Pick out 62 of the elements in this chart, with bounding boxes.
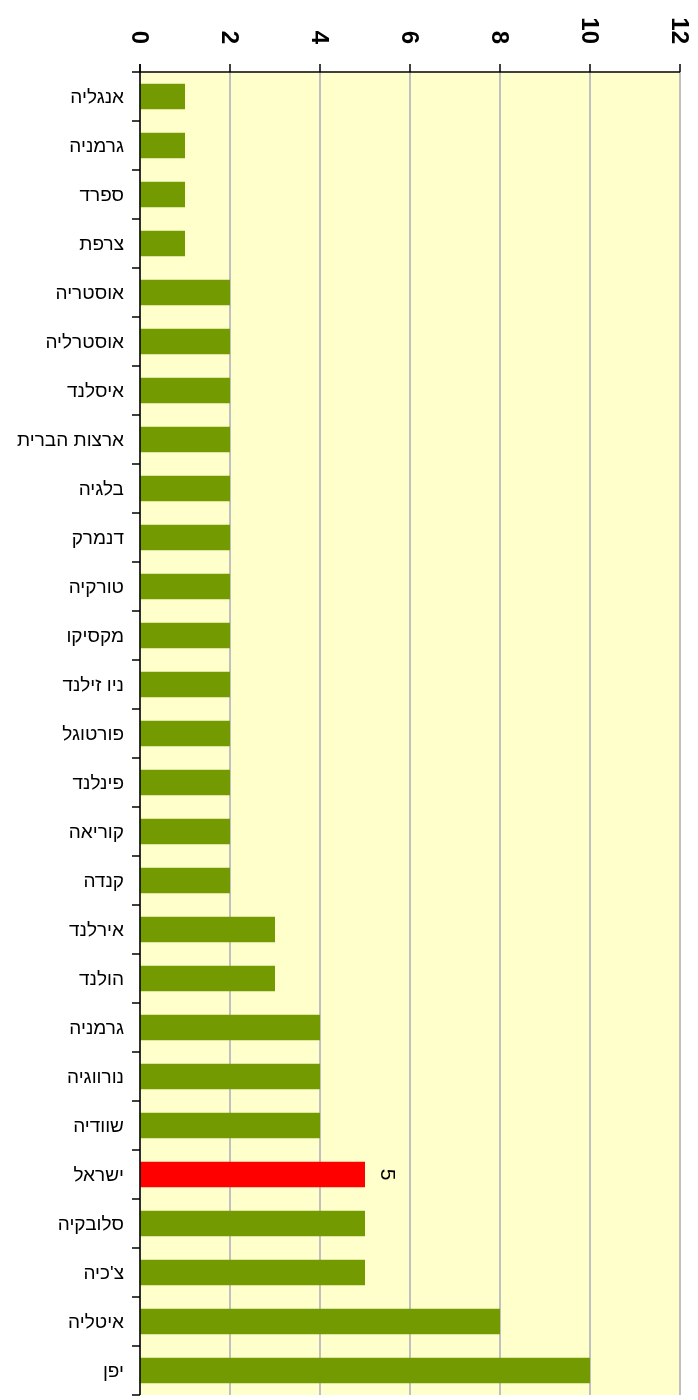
bar <box>140 1063 320 1090</box>
y-tick-label: הולנד <box>79 968 124 989</box>
y-tick-label: דנמרק <box>71 527 125 548</box>
y-tick-label: בלגיה <box>78 478 124 499</box>
y-tick-label: ארצות הברית <box>16 429 125 450</box>
bar <box>140 426 230 453</box>
x-tick-label: 10 <box>576 17 604 44</box>
y-tick-label: ישראל <box>73 1164 124 1185</box>
bar <box>140 720 230 747</box>
bar <box>140 132 185 159</box>
x-tick-label: 2 <box>216 30 244 44</box>
bar <box>140 818 230 845</box>
y-tick-label: ניו זילנד <box>62 674 124 695</box>
x-tick-label: 12 <box>666 17 694 44</box>
y-tick-label: פינלנד <box>72 772 124 793</box>
bar <box>140 524 230 551</box>
bar <box>140 1210 365 1237</box>
bar <box>140 916 275 943</box>
y-tick-label: קוריאה <box>68 821 124 842</box>
y-tick-label: סלובקיה <box>57 1213 124 1234</box>
x-tick-label: 0 <box>126 30 154 44</box>
y-tick-label: טורקיה <box>68 576 124 597</box>
bar <box>140 1112 320 1139</box>
x-tick-label: 8 <box>486 30 514 44</box>
x-tick-label: 6 <box>396 30 424 44</box>
y-tick-label: צ'כיה <box>83 1262 124 1283</box>
y-tick-label: שוודיה <box>73 1115 125 1136</box>
bar <box>140 573 230 600</box>
bar <box>140 83 185 110</box>
bar <box>140 279 230 306</box>
bar <box>140 328 230 355</box>
bar <box>140 867 230 894</box>
y-tick-label: איסלנד <box>67 380 125 401</box>
bar <box>140 1308 500 1335</box>
bar <box>140 769 230 796</box>
y-tick-label: אוסטרליה <box>45 331 125 352</box>
y-tick-label: מקסיקו <box>66 625 124 646</box>
y-tick-label: פורטוגל <box>62 723 124 744</box>
data-label: 5 <box>376 1168 400 1181</box>
y-tick-label: ספרד <box>79 184 124 205</box>
y-tick-label: אוסטריה <box>55 282 125 303</box>
bar <box>140 622 230 649</box>
bar <box>140 1259 365 1286</box>
bar <box>140 377 230 404</box>
bar <box>140 1357 590 1384</box>
bar <box>140 475 230 502</box>
y-tick-label: צרפת <box>79 233 124 254</box>
y-tick-label: אנגליה <box>70 86 125 107</box>
bar <box>140 1161 365 1188</box>
bar <box>140 1014 320 1041</box>
bar <box>140 230 185 257</box>
bar <box>140 965 275 992</box>
y-tick-label: אירלנד <box>68 919 125 940</box>
y-tick-label: גרמניה <box>69 135 124 156</box>
bar <box>140 671 230 698</box>
y-tick-label: איטליה <box>68 1311 125 1332</box>
y-tick-label: יפן <box>102 1360 124 1381</box>
bar <box>140 181 185 208</box>
y-tick-label: נורווגיה <box>67 1066 124 1087</box>
y-tick-label: קנדה <box>83 870 124 891</box>
x-tick-label: 4 <box>306 30 334 45</box>
y-tick-label: גרמניה <box>69 1017 124 1038</box>
